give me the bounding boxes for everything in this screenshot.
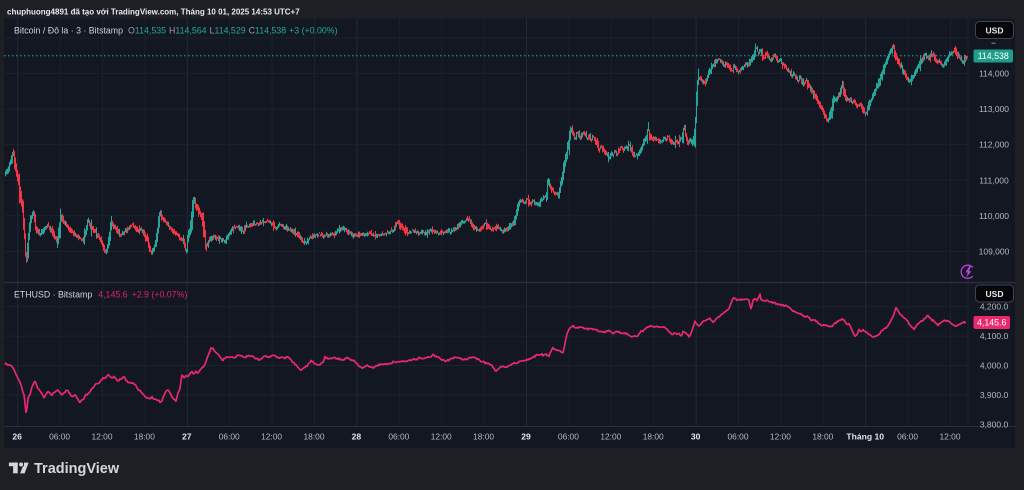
svg-text:18:00: 18:00	[473, 432, 494, 442]
svg-text:06:00: 06:00	[388, 432, 409, 442]
svg-text:12:00: 12:00	[261, 432, 282, 442]
svg-text:USD: USD	[986, 25, 1004, 35]
svg-text:12:00: 12:00	[92, 432, 113, 442]
svg-text:12:00: 12:00	[600, 432, 621, 442]
svg-text:114,538: 114,538	[978, 51, 1009, 61]
svg-text:06:00: 06:00	[897, 432, 918, 442]
svg-text:109,000: 109,000	[979, 247, 1010, 257]
svg-text:113,000: 113,000	[979, 104, 1009, 114]
svg-text:12:00: 12:00	[431, 432, 452, 442]
svg-text:chuphuong4891 đã tạo với Tradi: chuphuong4891 đã tạo với TradingView.com…	[7, 7, 300, 16]
svg-text:18:00: 18:00	[643, 432, 664, 442]
svg-text:110,000: 110,000	[979, 211, 1009, 221]
svg-text:12:00: 12:00	[770, 432, 791, 442]
svg-text:06:00: 06:00	[219, 432, 240, 442]
svg-text:111,000: 111,000	[979, 175, 1009, 185]
svg-text:4,145.6: 4,145.6	[977, 318, 1006, 328]
svg-text:06:00: 06:00	[728, 432, 749, 442]
svg-text:29: 29	[521, 432, 531, 442]
svg-text:Bitcoin / Đô la · 3 · Bitstamp: Bitcoin / Đô la · 3 · Bitstamp O114,535 H1…	[14, 26, 338, 36]
svg-text:Tháng 10: Tháng 10	[846, 432, 884, 442]
svg-text:4,000.0: 4,000.0	[980, 361, 1009, 371]
svg-text:3,900.0: 3,900.0	[980, 390, 1009, 400]
svg-text:12:00: 12:00	[940, 432, 961, 442]
svg-text:4,100.0: 4,100.0	[980, 331, 1009, 341]
svg-text:06:00: 06:00	[558, 432, 579, 442]
svg-text:3,800.0: 3,800.0	[980, 420, 1009, 430]
svg-text:112,000: 112,000	[979, 140, 1009, 150]
svg-text:USD: USD	[986, 289, 1004, 299]
svg-text:TradingView: TradingView	[34, 461, 120, 477]
svg-text:30: 30	[691, 432, 701, 442]
svg-text:26: 26	[12, 432, 22, 442]
svg-text:18:00: 18:00	[304, 432, 325, 442]
svg-text:18:00: 18:00	[134, 432, 155, 442]
svg-text:18:00: 18:00	[812, 432, 833, 442]
svg-text:114,000: 114,000	[979, 69, 1009, 79]
svg-text:4,200.0: 4,200.0	[980, 302, 1009, 312]
svg-text:06:00: 06:00	[49, 432, 70, 442]
svg-text:28: 28	[352, 432, 362, 442]
svg-text:27: 27	[182, 432, 192, 442]
